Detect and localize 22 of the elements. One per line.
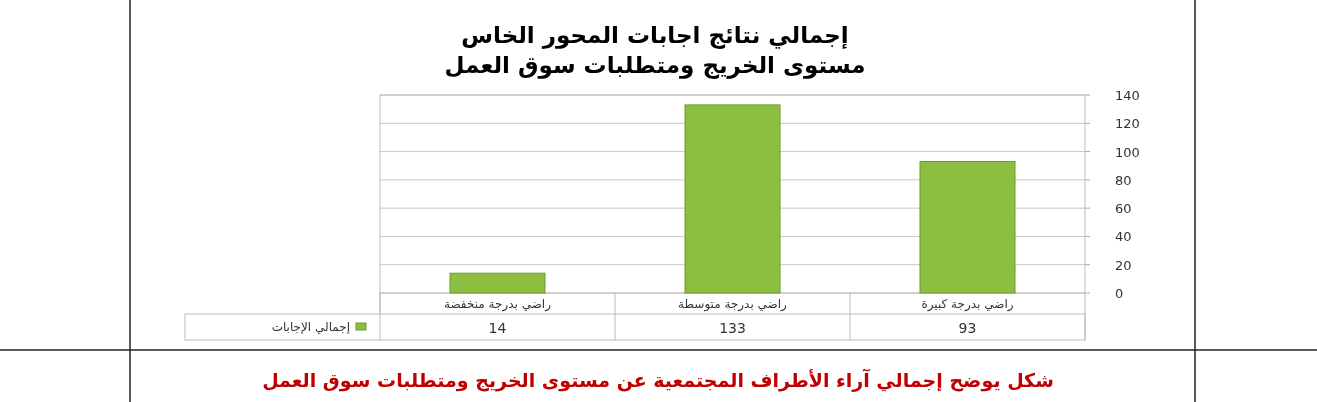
chart-subtitle: مستوى الخريج ومتطلبات سوق العمل bbox=[444, 52, 866, 79]
y-tick-label: 20 bbox=[1115, 257, 1132, 273]
bar bbox=[449, 272, 546, 294]
chart-title: إجمالي نتائج اجابات المحور الخاس bbox=[461, 22, 849, 49]
data-label: 14 bbox=[488, 320, 507, 336]
y-tick-label: 0 bbox=[1115, 286, 1124, 301]
x-tick-label: راضي بدرجة متوسطة bbox=[678, 297, 788, 312]
y-tick-label: 120 bbox=[1115, 116, 1140, 132]
y-tick-label: 140 bbox=[1115, 88, 1140, 103]
bar bbox=[919, 160, 1016, 294]
data-label: 133 bbox=[719, 320, 746, 336]
y-tick-label: 40 bbox=[1115, 229, 1132, 245]
text: شكل يوضح إجمالي آراء الأطراف المجتمعية عن مستوى الخريج ومتطلبات سوق العمل bbox=[262, 368, 1054, 392]
y-tick-label: 60 bbox=[1115, 201, 1132, 217]
legend: إجمالي الإجابات bbox=[271, 320, 367, 334]
x-tick-label: راضي بدرجة منخفضة bbox=[444, 297, 552, 312]
y-tick-label: 80 bbox=[1115, 172, 1132, 188]
y-tick-label: 100 bbox=[1115, 144, 1140, 160]
legend-label: إجمالي الإجابات bbox=[271, 320, 350, 334]
data-label: 93 bbox=[958, 320, 977, 336]
x-tick-label: راضي بدرجة كبيرة bbox=[921, 297, 1014, 312]
bar bbox=[684, 104, 781, 294]
